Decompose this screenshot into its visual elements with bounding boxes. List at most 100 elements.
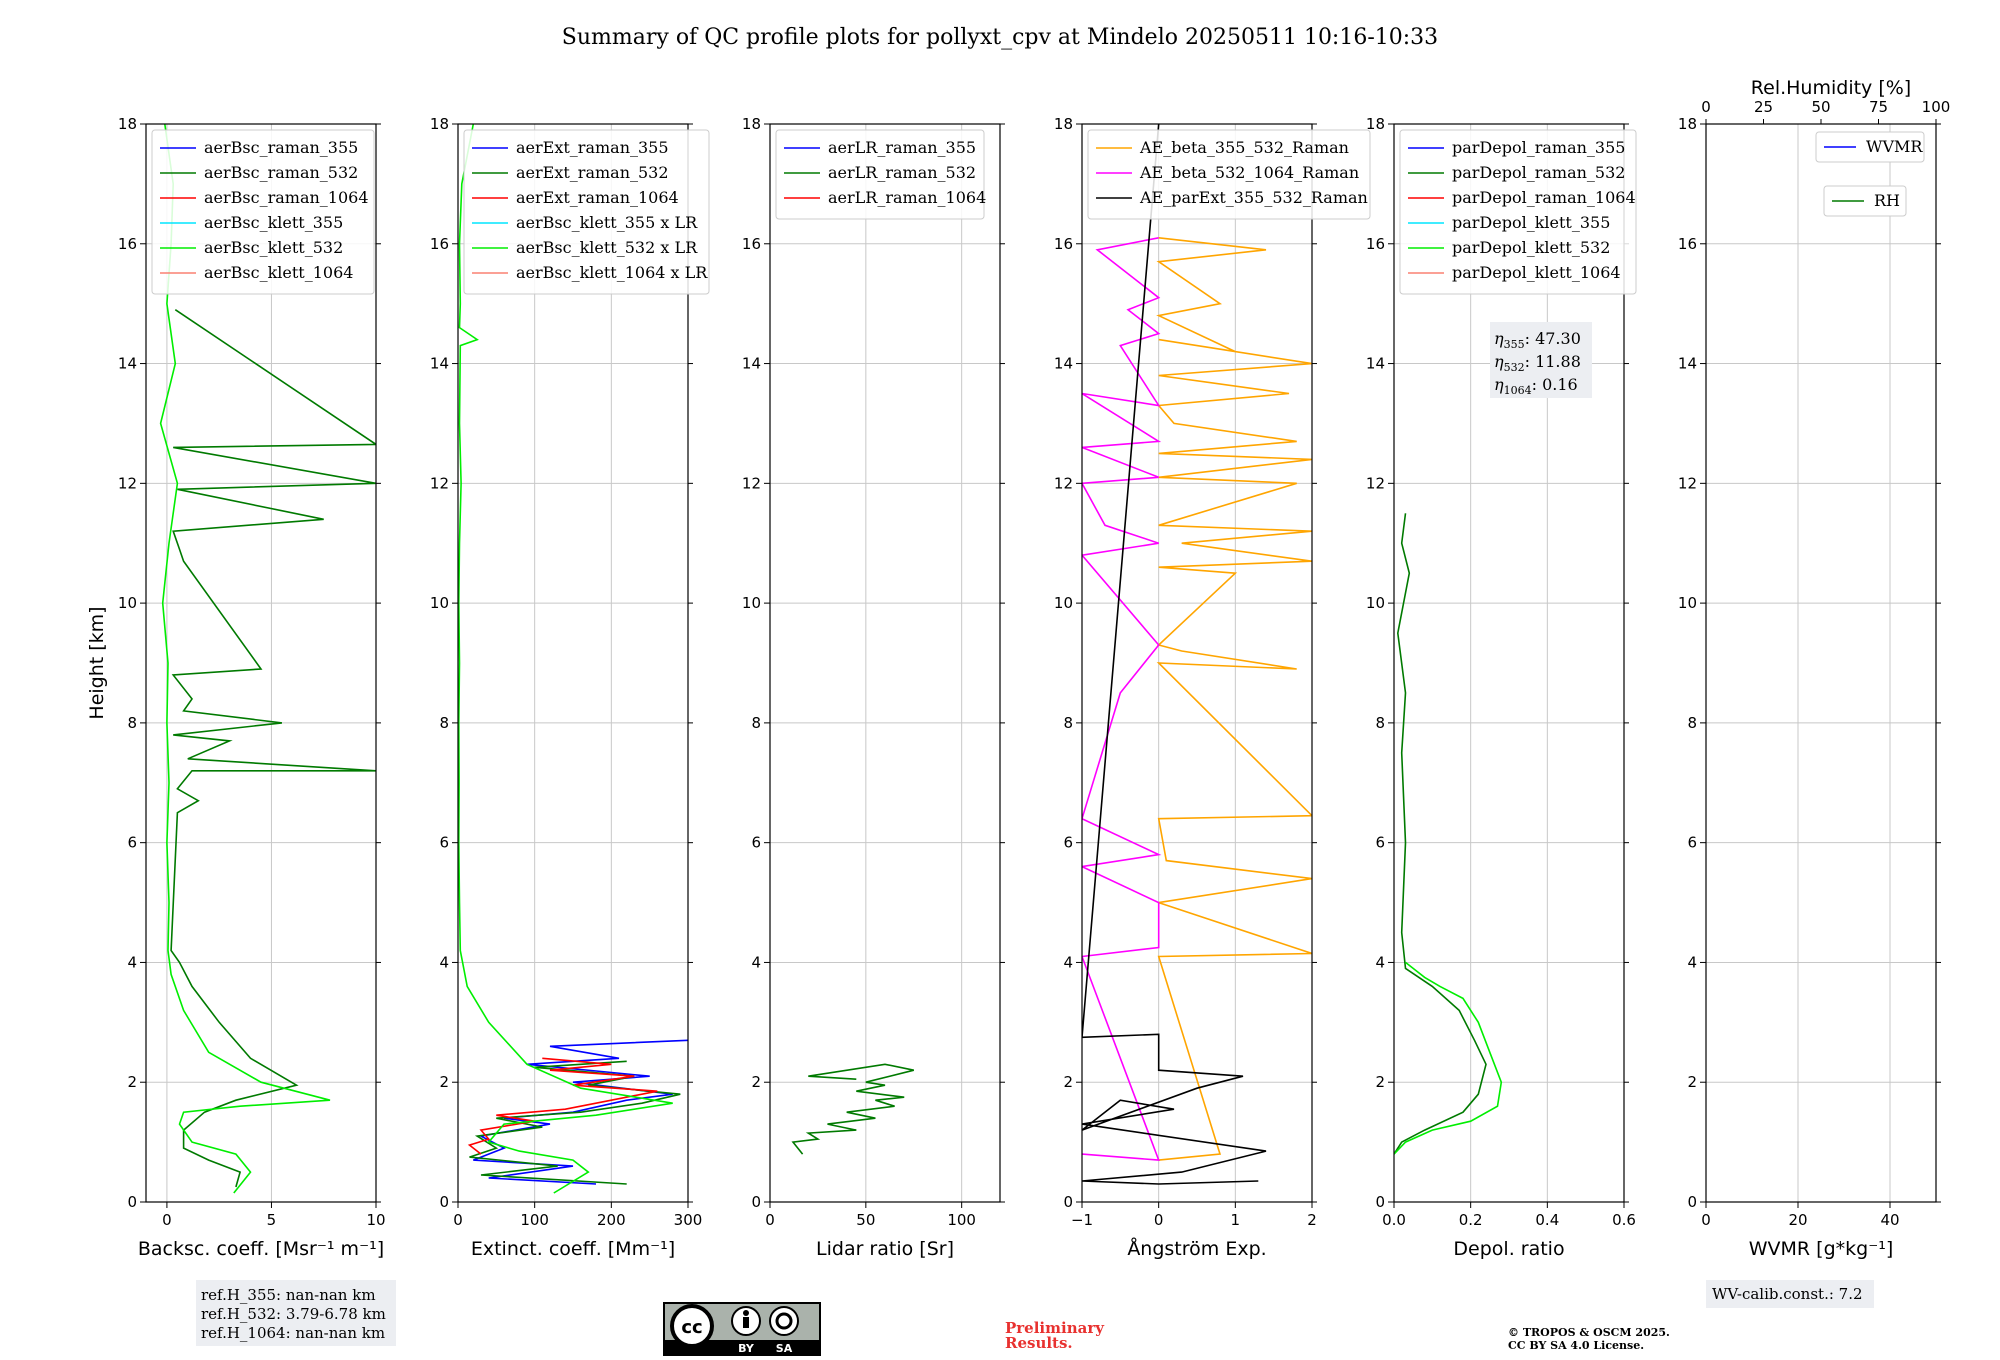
preliminary-line-2: Results.: [1005, 1334, 1073, 1352]
x-tick-label: 0.0: [1382, 1211, 1406, 1229]
series-AE_beta_532_1064_Raman: [1082, 237, 1162, 1161]
y-tick-label: 2: [1687, 1073, 1697, 1091]
y-tick-label: 16: [1366, 235, 1385, 253]
x-tick-label: 100: [520, 1211, 549, 1229]
y-tick-label: 18: [1366, 115, 1385, 133]
legend-entry: AE_parExt_355_532_Raman: [1139, 188, 1368, 207]
cc-license-badge: cc BY SA: [663, 1302, 821, 1356]
cc-icon: [670, 1304, 714, 1348]
wv-calib-bg: [1706, 1280, 1874, 1308]
y-tick-label: 2: [439, 1073, 449, 1091]
legend-entry: AE_beta_355_532_Raman: [1139, 138, 1349, 157]
y-tick-label: 8: [751, 714, 761, 732]
series-group: [1394, 513, 1503, 1155]
y-tick-label: 0: [751, 1193, 761, 1211]
legend-box: [1399, 129, 1637, 295]
x-tick-label: 0: [765, 1211, 775, 1229]
top-x-tick-label: 100: [1922, 98, 1951, 116]
y-tick-label: 10: [1678, 594, 1697, 612]
x-tick-label: 2: [1307, 1211, 1317, 1229]
y-tick-label: 14: [742, 355, 761, 373]
axes-frame: [1081, 123, 1313, 1203]
legend-entry: aerBsc_klett_532 x LR: [516, 238, 698, 257]
x-axis-label: WVMR [g*kg⁻¹]: [1749, 1238, 1894, 1260]
y-tick-label: 18: [118, 115, 137, 133]
legend-box: [1823, 185, 1907, 217]
axes-frame: [769, 123, 1001, 1203]
x-tick-label: 20: [1788, 1211, 1807, 1229]
y-tick-label: 8: [1687, 714, 1697, 732]
y-tick-label: 12: [1366, 474, 1385, 492]
y-tick-label: 18: [1054, 115, 1073, 133]
top-x-tick-label: 0: [1701, 98, 1711, 116]
x-tick-label: 100: [947, 1211, 976, 1229]
ref-height-box-bg: [196, 1280, 396, 1346]
legend-box: [463, 129, 710, 295]
x-tick-label: 5: [267, 1211, 277, 1229]
sa-label: SA: [776, 1342, 793, 1355]
x-tick-label: 300: [674, 1211, 703, 1229]
legend-entry: aerBsc_klett_1064 x LR: [516, 263, 708, 282]
copyright-line-2: CC BY SA 4.0 License.: [1508, 1339, 1644, 1352]
y-tick-label: 0: [1687, 1193, 1697, 1211]
y-tick-label: 0: [439, 1193, 449, 1211]
x-axis-label: Lidar ratio [Sr]: [816, 1238, 954, 1260]
top-x-tick-label: 25: [1754, 98, 1773, 116]
y-tick-label: 16: [1678, 235, 1697, 253]
legend-entry: parDepol_raman_1064: [1452, 188, 1636, 207]
y-tick-label: 2: [1375, 1073, 1385, 1091]
y-tick-label: 8: [1375, 714, 1385, 732]
x-tick-label: 0: [162, 1211, 172, 1229]
y-tick-label: 4: [1063, 953, 1073, 971]
legend-entry: parDepol_klett_532: [1452, 238, 1610, 257]
panel-lidar_ratio: 0 2 4 6 8 10 12 14 16 18 0 50 100 Lidar ratio [Sr] aer…: [742, 115, 1005, 1260]
y-tick-label: 14: [1678, 355, 1697, 373]
y-tick-label: 14: [1366, 355, 1385, 373]
y-tick-label: 8: [127, 714, 137, 732]
x-tick-label: 0: [1701, 1211, 1711, 1229]
panel-depolarization: 0 2 4 6 8 10 12 14 16 18 0.0 0.2 0.4 0.6 Depol. ratio p…: [1366, 115, 1637, 1260]
y-tick-label: 16: [118, 235, 137, 253]
x-tick-label: 0.6: [1612, 1211, 1636, 1229]
x-axis-label: Ångström Exp.: [1127, 1237, 1266, 1260]
y-tick-label: 14: [118, 355, 137, 373]
y-tick-label: 10: [118, 594, 137, 612]
y-tick-label: 12: [118, 474, 137, 492]
x-tick-label: 0.4: [1535, 1211, 1559, 1229]
legend-box: [1815, 131, 1925, 163]
legend-box: [1087, 129, 1371, 220]
x-tick-label: −1: [1071, 1211, 1093, 1229]
y-tick-label: 8: [1063, 714, 1073, 732]
y-tick-label: 2: [751, 1073, 761, 1091]
preliminary-line-1: Preliminary: [1005, 1319, 1105, 1337]
panel-backscatter: 0 2 4 6 8 10 12 14 16 18 0 5 10 Backsc. coeff. [Msr⁻¹…: [86, 115, 386, 1260]
series-aerExt_raman_1064: [467, 1057, 658, 1155]
series-AE_parExt_355_532_Raman: [1082, 124, 1267, 1185]
legend-entry: RH: [1874, 191, 1900, 210]
legend-entry: aerExt_raman_532: [516, 163, 669, 182]
series-AE_beta_355_532_Raman: [1156, 237, 1312, 1161]
series-aerBsc_klett_532 x LR: [458, 124, 673, 1194]
axes-frame: [145, 123, 377, 1203]
y-tick-label: 12: [430, 474, 449, 492]
ref-height-1064: ref.H_1064: nan-nan km: [201, 1324, 385, 1342]
legend-box: [775, 129, 985, 220]
legend-entry: aerLR_raman_1064: [828, 188, 986, 207]
legend-entry: parDepol_raman_355: [1452, 138, 1625, 157]
y-tick-label: 4: [1375, 953, 1385, 971]
y-tick-label: 18: [742, 115, 761, 133]
cc-icon-text: cc: [681, 1317, 702, 1338]
figure-title: Summary of QC profile plots for pollyxt_…: [562, 25, 1438, 50]
eta-label: η532: 11.88: [1494, 352, 1581, 374]
x-axis-label: Extinct. coeff. [Mm⁻¹]: [471, 1238, 675, 1260]
legend-entry: parDepol_klett_1064: [1452, 263, 1621, 282]
y-tick-label: 6: [127, 834, 137, 852]
y-tick-label: 12: [1054, 474, 1073, 492]
y-tick-label: 14: [1054, 355, 1073, 373]
y-tick-label: 6: [751, 834, 761, 852]
top-x-tick-label: 75: [1869, 98, 1888, 116]
eta-label: η1064: 0.16: [1494, 375, 1578, 397]
series-aerBsc_klett_532: [159, 124, 331, 1194]
y-tick-label: 8: [439, 714, 449, 732]
